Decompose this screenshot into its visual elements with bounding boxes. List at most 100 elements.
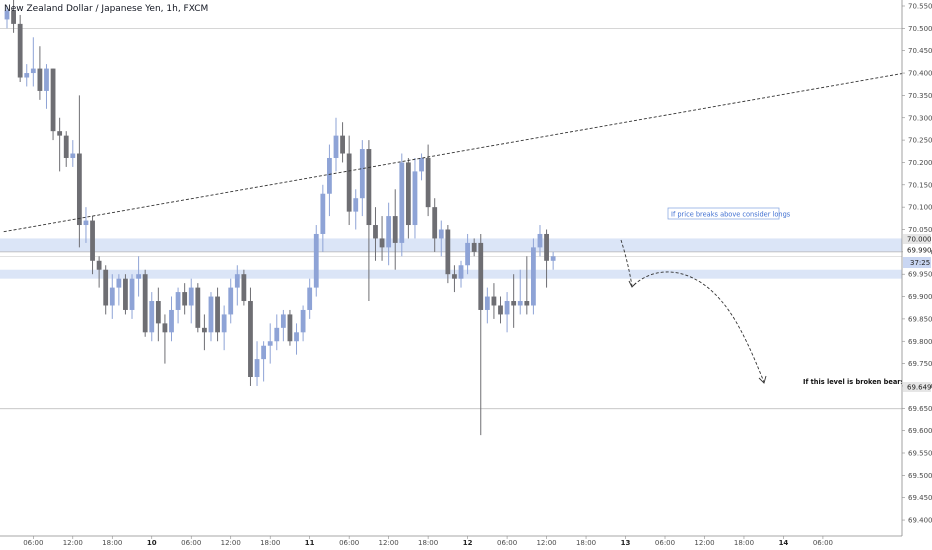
trendline-layer (3, 60, 932, 233)
candle (327, 144, 332, 217)
candle-body (17, 23, 23, 78)
candle-body (340, 135, 345, 154)
x-tick-label: 12:00 (536, 539, 556, 547)
candle (491, 283, 497, 319)
time-axis-bg[interactable] (0, 536, 932, 550)
candle-body (175, 292, 181, 310)
y-tick-label: 70.200 (908, 159, 932, 167)
candle (300, 305, 306, 342)
candle (544, 229, 549, 288)
y-tick-label: 69.600 (908, 427, 932, 435)
candle-body (359, 149, 365, 199)
candle (254, 341, 260, 386)
candle (261, 341, 267, 382)
candles-layer (4, 0, 556, 436)
candle (50, 68, 56, 141)
candle (452, 265, 457, 293)
candle (484, 287, 490, 324)
candle-body (313, 233, 319, 288)
candle-body (162, 323, 168, 333)
candle-body (155, 301, 161, 324)
candle (11, 0, 16, 33)
candle-body (452, 274, 457, 279)
candle-body (188, 287, 194, 306)
candle (4, 6, 10, 29)
x-tick-label: 12:00 (63, 539, 83, 547)
candle-body (129, 278, 135, 310)
y-tick-label: 69.550 (908, 450, 932, 458)
candle (524, 256, 530, 315)
candle-body (484, 296, 490, 310)
candle (188, 278, 194, 324)
candle-body (96, 260, 102, 270)
x-tick-label: 06:00 (339, 539, 359, 547)
y-tick-label: 70.300 (908, 114, 932, 122)
candle (419, 153, 424, 181)
candle (202, 314, 207, 351)
candle-body (11, 10, 16, 24)
candle (313, 225, 319, 297)
y-tick-label: 70.450 (908, 47, 932, 55)
candle-body (531, 247, 536, 306)
candle-body (300, 309, 306, 333)
svg-text:69.649: 69.649 (907, 384, 932, 392)
candle-body (208, 296, 214, 333)
candle-body (57, 131, 63, 136)
y-tick-label: 70.150 (908, 181, 932, 189)
projection-path-1 (633, 271, 765, 383)
x-tick-label: 10 (147, 539, 157, 547)
candle-body (70, 153, 76, 158)
candle (465, 233, 470, 275)
candle-body (478, 242, 484, 310)
candle (379, 216, 385, 261)
candle-body (103, 269, 109, 306)
x-tick-label: 13 (621, 539, 631, 547)
candle (346, 135, 352, 226)
candle-body (392, 216, 398, 243)
candle-body (465, 242, 470, 266)
x-tick-label: 18:00 (734, 539, 754, 547)
candle-body (50, 68, 56, 132)
x-tick-label: 06:00 (181, 539, 201, 547)
y-tick-label: 69.450 (908, 494, 932, 502)
candle-body (202, 327, 207, 333)
candle-body (287, 314, 293, 342)
candle-body (511, 301, 517, 306)
candle (175, 287, 181, 324)
candle-body (142, 274, 148, 333)
x-tick-label: 18:00 (576, 539, 596, 547)
candle-body (261, 345, 267, 360)
candle-body (241, 274, 247, 302)
candle-body (221, 314, 227, 333)
candle-body (195, 287, 201, 328)
candle (373, 207, 378, 261)
candle-body (123, 278, 128, 310)
x-tick-label: 18:00 (102, 539, 122, 547)
candle-body (432, 207, 438, 239)
candle-body (169, 309, 174, 333)
candle-body (386, 216, 392, 248)
chart-title: New Zealand Dollar / Japanese Yen, 1h, F… (4, 4, 209, 14)
candle (182, 283, 188, 315)
long-note-box[interactable] (667, 207, 780, 220)
projection-arrowhead-0 (628, 280, 637, 288)
candle (399, 153, 405, 257)
candle (241, 269, 247, 306)
candle (287, 309, 293, 346)
projection-arrowhead-1 (758, 375, 767, 384)
x-tick-label: 11 (305, 539, 315, 547)
candle (511, 274, 517, 328)
zones-layer (0, 238, 902, 279)
badge-level-upper: 70.000 (903, 234, 932, 244)
candle (405, 157, 411, 239)
candle (320, 184, 326, 252)
candle-body (544, 233, 549, 261)
badge-countdown: 37:25 (903, 257, 931, 268)
trendline[interactable] (3, 60, 932, 233)
y-tick-label: 69.850 (908, 315, 932, 323)
candle-body (550, 256, 556, 261)
candle-body (44, 68, 49, 91)
price-axis-bg[interactable] (902, 0, 932, 550)
candle (294, 323, 299, 355)
